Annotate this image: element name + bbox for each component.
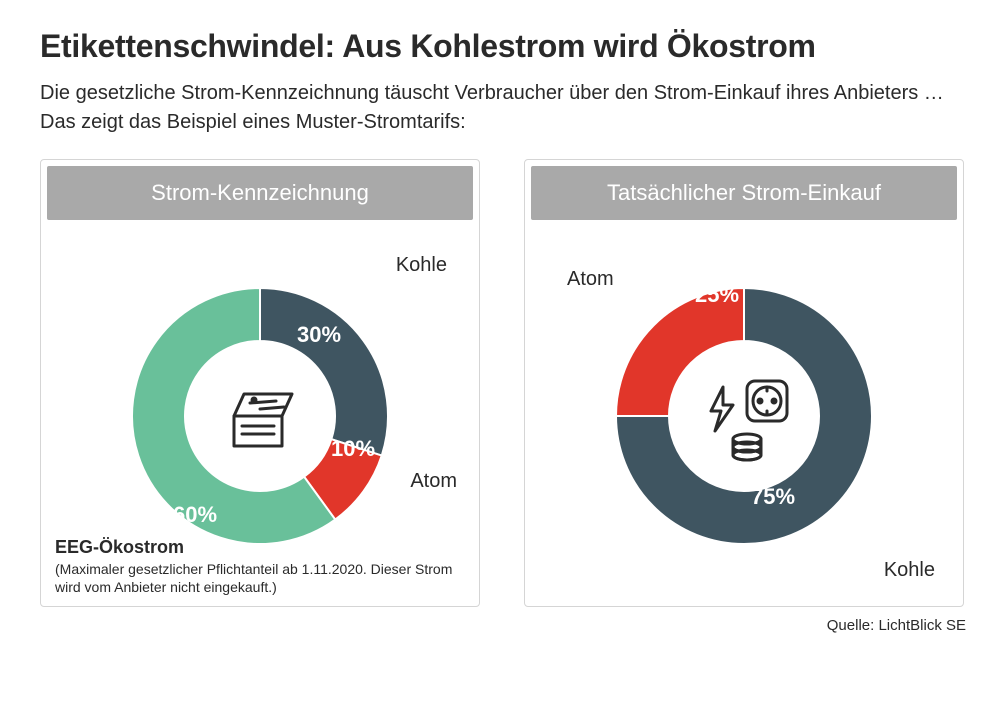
panel-labeling: Strom-Kennzeichnung Kohle Atom 30% xyxy=(40,159,480,607)
label-kohle-left: Kohle xyxy=(396,254,447,277)
pct-eeg-left: 60% xyxy=(173,502,217,528)
page-title: Etikettenschwindel: Aus Kohlestrom wird … xyxy=(40,28,968,65)
source-text: Quelle: LichtBlick SE xyxy=(40,617,968,634)
footnote-eeg: EEG-Ökostrom (Maximaler gesetzlicher Pfl… xyxy=(55,536,479,596)
pct-atom-left: 10% xyxy=(331,436,375,462)
label-atom-right: Atom xyxy=(567,268,614,291)
energy-icons xyxy=(689,361,799,471)
pct-kohle-left: 30% xyxy=(297,322,341,348)
pct-atom-right: 25% xyxy=(695,282,739,308)
footnote-eeg-title: EEG-Ökostrom xyxy=(55,536,479,559)
label-atom-left: Atom xyxy=(410,470,457,493)
chart-actual: Atom Kohle 25% 75% xyxy=(525,226,963,606)
panel-actual: Tatsächlicher Strom-Einkauf xyxy=(524,159,964,607)
panel-labeling-title: Strom-Kennzeichnung xyxy=(47,166,473,220)
label-kohle-right: Kohle xyxy=(884,559,935,582)
panels-row: Strom-Kennzeichnung Kohle Atom 30% xyxy=(40,159,968,607)
pct-kohle-right: 75% xyxy=(751,484,795,510)
footnote-eeg-note: (Maximaler gesetzlicher Pflichtanteil ab… xyxy=(55,560,479,596)
panel-actual-title: Tatsächlicher Strom-Einkauf xyxy=(531,166,957,220)
bill-icon xyxy=(220,376,300,456)
page-subtitle: Die gesetzliche Strom-Kennzeichnung täus… xyxy=(40,79,968,137)
chart-labeling: Kohle Atom 30% 10% 60% EEG-Ökostrom (Max… xyxy=(41,226,479,606)
